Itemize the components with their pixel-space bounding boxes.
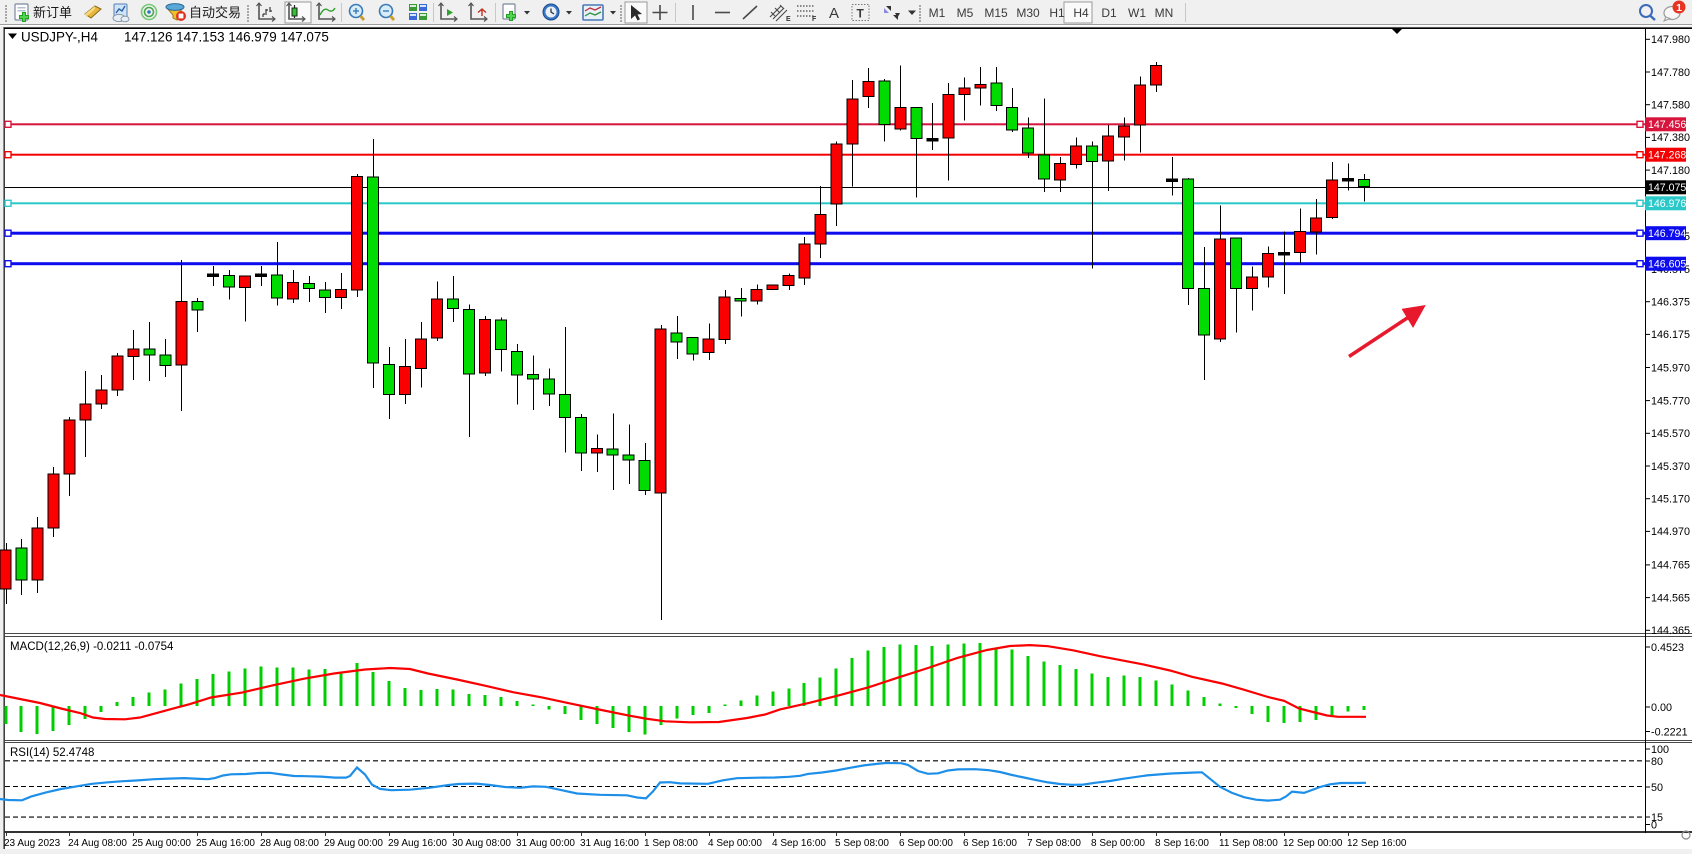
svg-text:H4: H4 (1073, 6, 1089, 20)
svg-text:12 Sep 16:00: 12 Sep 16:00 (1347, 838, 1407, 849)
svg-text:15: 15 (1651, 812, 1663, 824)
svg-text:D1: D1 (1101, 6, 1117, 20)
svg-text:147.980: 147.980 (1651, 34, 1690, 46)
svg-text:147.380: 147.380 (1651, 132, 1690, 144)
svg-text:31 Aug 00:00: 31 Aug 00:00 (516, 838, 575, 849)
svg-text:145.170: 145.170 (1651, 494, 1690, 506)
svg-text:1 Sep 08:00: 1 Sep 08:00 (644, 838, 698, 849)
svg-text:25 Aug 00:00: 25 Aug 00:00 (132, 838, 191, 849)
svg-text:M30: M30 (1016, 6, 1040, 20)
svg-text:145.970: 145.970 (1651, 362, 1690, 374)
svg-text:4 Sep 00:00: 4 Sep 00:00 (708, 838, 762, 849)
svg-text:12 Sep 00:00: 12 Sep 00:00 (1283, 838, 1343, 849)
svg-text:144.365: 144.365 (1651, 625, 1690, 637)
svg-text:USDJPY-,H4: USDJPY-,H4 (21, 30, 98, 45)
svg-text:W1: W1 (1128, 6, 1146, 20)
svg-text:6 Sep 16:00: 6 Sep 16:00 (963, 838, 1017, 849)
svg-text:23 Aug 2023: 23 Aug 2023 (4, 838, 61, 849)
svg-text:80: 80 (1651, 756, 1663, 768)
svg-text:A: A (829, 5, 839, 22)
svg-text:147.180: 147.180 (1651, 165, 1690, 177)
svg-text:147.580: 147.580 (1651, 100, 1690, 112)
svg-text:147.075: 147.075 (1648, 182, 1686, 194)
svg-text:E: E (786, 16, 791, 23)
svg-text:28 Aug 08:00: 28 Aug 08:00 (260, 838, 319, 849)
svg-text:146.175: 146.175 (1651, 329, 1690, 341)
svg-text:6 Sep 00:00: 6 Sep 00:00 (899, 838, 953, 849)
svg-text:144.565: 144.565 (1651, 592, 1690, 604)
svg-text:0.00: 0.00 (1651, 702, 1672, 714)
svg-text:新订单: 新订单 (33, 5, 72, 20)
svg-text:147.126 147.153 146.979 147.07: 147.126 147.153 146.979 147.075 (124, 30, 329, 45)
svg-text:146.794: 146.794 (1648, 228, 1686, 240)
svg-text:30 Aug 08:00: 30 Aug 08:00 (452, 838, 511, 849)
svg-text:MACD(12,26,9) -0.0211 -0.0754: MACD(12,26,9) -0.0211 -0.0754 (10, 641, 174, 653)
svg-text:145.570: 145.570 (1651, 428, 1690, 440)
svg-text:H1: H1 (1049, 6, 1065, 20)
svg-text:4 Sep 16:00: 4 Sep 16:00 (772, 838, 826, 849)
svg-text:146.976: 146.976 (1648, 198, 1686, 210)
svg-text:25 Aug 16:00: 25 Aug 16:00 (196, 838, 255, 849)
svg-text:146.605: 146.605 (1648, 259, 1686, 271)
svg-text:29 Aug 00:00: 29 Aug 00:00 (324, 838, 383, 849)
svg-text:8 Sep 00:00: 8 Sep 00:00 (1091, 838, 1145, 849)
svg-text:145.370: 145.370 (1651, 461, 1690, 473)
svg-text:M5: M5 (957, 6, 974, 20)
svg-text:11 Sep 08:00: 11 Sep 08:00 (1219, 838, 1278, 849)
svg-text:8 Sep 16:00: 8 Sep 16:00 (1155, 838, 1209, 849)
svg-text:T: T (857, 7, 865, 21)
svg-text:145.770: 145.770 (1651, 395, 1690, 407)
svg-text:RSI(14) 52.4748: RSI(14) 52.4748 (10, 747, 94, 759)
svg-text:147.268: 147.268 (1648, 150, 1686, 162)
svg-text:50: 50 (1651, 782, 1663, 794)
svg-text:M1: M1 (929, 6, 946, 20)
svg-text:F: F (812, 16, 817, 23)
svg-text:自动交易: 自动交易 (189, 5, 241, 20)
svg-text:144.765: 144.765 (1651, 560, 1690, 572)
svg-text:MN: MN (1155, 6, 1174, 20)
svg-text:100: 100 (1651, 744, 1669, 756)
svg-text:147.780: 147.780 (1651, 67, 1690, 79)
svg-text:0: 0 (1651, 819, 1657, 831)
svg-text:7 Sep 08:00: 7 Sep 08:00 (1027, 838, 1081, 849)
svg-text:24 Aug 08:00: 24 Aug 08:00 (68, 838, 127, 849)
svg-text:29 Aug 16:00: 29 Aug 16:00 (388, 838, 447, 849)
svg-text:147.456: 147.456 (1648, 119, 1686, 131)
svg-text:144.970: 144.970 (1651, 526, 1690, 538)
svg-text:31 Aug 16:00: 31 Aug 16:00 (580, 838, 639, 849)
svg-text:-0.2221: -0.2221 (1651, 726, 1688, 738)
svg-text:M15: M15 (984, 6, 1008, 20)
svg-text:5 Sep 08:00: 5 Sep 08:00 (835, 838, 889, 849)
svg-text:1: 1 (1676, 2, 1682, 14)
svg-text:146.375: 146.375 (1651, 297, 1690, 309)
svg-text:0.4523: 0.4523 (1651, 642, 1684, 654)
